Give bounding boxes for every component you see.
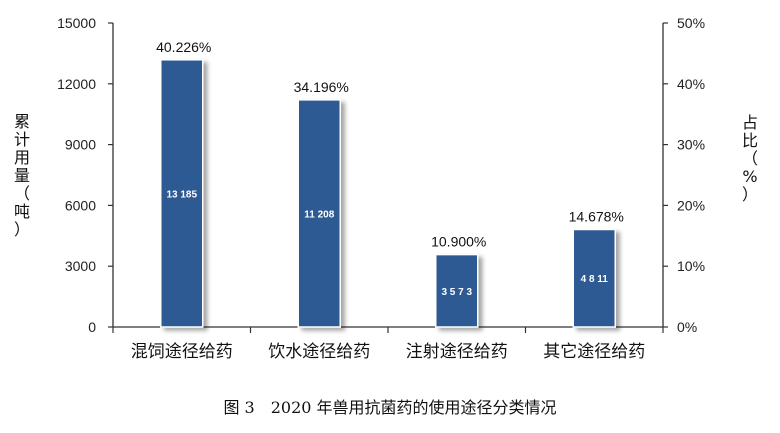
axes: 0 3000 6000 9000 12000 15000 0% 10% 20% 30% 40% 50%… [14, 15, 758, 335]
bar-percent-label: 14.678% [569, 208, 624, 224]
right-tick-label: 30% [677, 137, 705, 153]
bar [572, 228, 616, 328]
bar [160, 59, 204, 328]
bars [160, 59, 616, 328]
right-tick-label: 0% [677, 319, 697, 335]
category-label: 注射途径给药 [406, 342, 508, 362]
left-tick-label: 3000 [65, 258, 96, 274]
bar-percent-label: 40.226% [156, 39, 211, 55]
category-label: 饮水途径给药 [268, 342, 370, 362]
left-tick-label: 9000 [65, 137, 96, 153]
bar-value-label: 4 8 11 [581, 274, 609, 285]
bar-percent-label: 34.196% [294, 79, 349, 95]
chart: 0 3000 6000 9000 12000 15000 0% 10% 20% 30% 40% 50%… [14, 15, 758, 362]
right-axis-title: 占比（%） [742, 113, 758, 204]
right-tick-label: 20% [677, 197, 705, 213]
left-tick-label: 6000 [65, 197, 96, 213]
labels: 13 185 40.226% 混饲途径给药 11 208 34.196% 饮水途径给药 3 … [131, 39, 646, 362]
bar [435, 253, 479, 328]
left-axis-title: 累计用量（吨） [14, 112, 30, 239]
bar-value-label: 13 185 [166, 189, 197, 200]
right-tick-label: 40% [677, 76, 705, 92]
right-tick-label: 50% [677, 15, 705, 31]
right-tick-label: 10% [677, 258, 705, 274]
category-label: 其它途径给药 [543, 342, 645, 362]
figure-caption: 图 3 2020 年兽用抗菌药的使用途径分类情况 [223, 398, 557, 417]
bar-value-label: 11 208 [304, 209, 334, 220]
left-tick-label: 12000 [57, 76, 96, 92]
left-tick-label: 15000 [57, 15, 96, 31]
bar-value-label: 3 5 7 3 [441, 287, 472, 298]
bar-percent-label: 10.900% [431, 234, 486, 250]
category-label: 混饲途径给药 [131, 342, 233, 362]
left-tick-label: 0 [88, 319, 96, 335]
bar [297, 99, 341, 328]
